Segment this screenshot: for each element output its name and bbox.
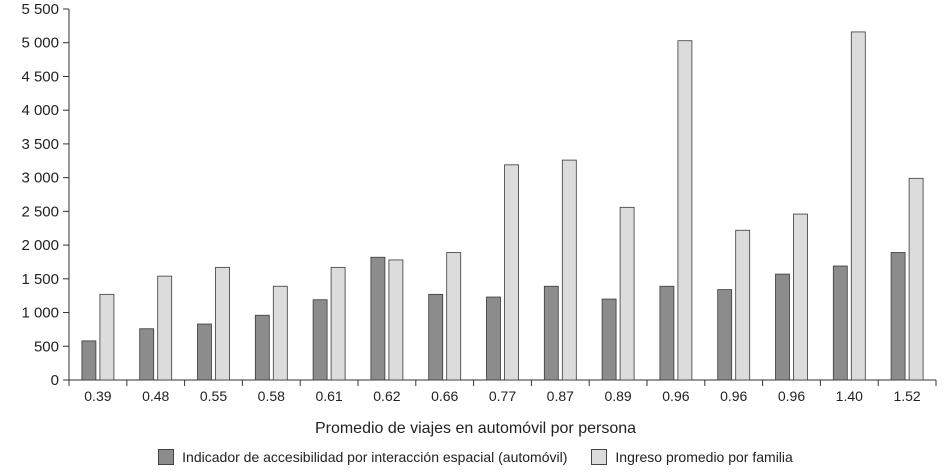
bar-accessibility <box>254 314 270 381</box>
bar-income <box>850 31 866 381</box>
bar-income <box>735 229 751 381</box>
bars <box>81 31 924 381</box>
bar-accessibility <box>717 289 733 381</box>
legend-label-income: Ingreso promedio por familia <box>615 449 793 465</box>
legend-swatch-income <box>591 449 608 465</box>
bar-accessibility <box>81 340 97 381</box>
y-axis: 0 500 1 000 1 500 2 000 2 500 3 000 3 500 4 000 4… <box>21 1 70 389</box>
bar-income <box>908 177 924 381</box>
x-tick-label: 0.48 <box>142 388 169 404</box>
y-tick-label: 4 000 <box>21 102 59 119</box>
legend: Indicador de accesibilidad por interacci… <box>0 449 951 465</box>
bar-income <box>793 213 808 381</box>
bar-income <box>446 252 462 381</box>
bar-accessibility <box>197 323 212 381</box>
x-tick-label: 1.40 <box>836 388 863 404</box>
legend-item-accessibility: Indicador de accesibilidad por interacci… <box>158 449 567 465</box>
legend-item-income: Ingreso promedio por familia <box>591 449 793 465</box>
bar-income <box>504 164 519 381</box>
x-tick-label: 0.58 <box>258 388 285 404</box>
x-tick-label: 0.96 <box>720 388 747 404</box>
y-tick-label: 500 <box>34 338 59 355</box>
x-tick-label: 0.77 <box>489 388 516 404</box>
bar-income <box>561 159 577 381</box>
x-tick-label: 0.39 <box>84 388 111 404</box>
bar-accessibility <box>370 256 386 381</box>
bar-income <box>677 40 693 381</box>
y-tick-label: 3 500 <box>21 136 59 153</box>
y-tick-label: 5 500 <box>21 1 59 18</box>
bar-accessibility <box>543 285 559 381</box>
bar-income <box>330 266 346 381</box>
legend-label-accessibility: Indicador de accesibilidad por interacci… <box>182 449 568 465</box>
bar-income <box>99 293 115 381</box>
x-tick-label: 0.89 <box>604 388 631 404</box>
bar-income <box>272 285 288 381</box>
legend-swatch-accessibility <box>158 449 175 465</box>
bar-accessibility <box>139 328 155 381</box>
x-tick-label: 0.66 <box>431 388 458 404</box>
bar-accessibility <box>659 285 675 381</box>
bar-accessibility <box>428 293 444 381</box>
x-tick-label: 1.52 <box>893 388 920 404</box>
y-tick-label: 1 000 <box>21 305 59 322</box>
y-tick-label: 0 <box>51 372 59 389</box>
bar-income <box>388 259 404 381</box>
x-tick-label: 0.96 <box>662 388 689 404</box>
x-tick-label: 0.55 <box>200 388 227 404</box>
y-tick-label: 2 500 <box>21 203 59 220</box>
bar-income <box>157 275 173 381</box>
x-tick-label: 0.96 <box>778 388 805 404</box>
x-tick-label: 0.61 <box>315 388 342 404</box>
bar-accessibility <box>312 299 328 381</box>
y-tick-label: 3 000 <box>21 170 59 187</box>
bar-accessibility <box>890 252 906 381</box>
x-tick-label: 0.87 <box>547 388 574 404</box>
bar-accessibility <box>486 296 501 381</box>
x-axis-title: Promedio de viajes en automóvil por pers… <box>314 420 637 437</box>
y-tick-label: 5 000 <box>21 35 59 52</box>
bar-accessibility <box>775 273 790 381</box>
bar-income <box>619 206 635 381</box>
bar-accessibility <box>601 298 617 381</box>
bar-income <box>215 266 230 381</box>
x-tick-label: 0.62 <box>373 388 400 404</box>
bar-accessibility <box>832 265 848 381</box>
x-axis: 0.39 0.48 0.55 0.58 0.61 0.62 0.66 0.77 0.87 0.89… <box>68 379 937 404</box>
y-tick-label: 1 500 <box>21 271 59 288</box>
y-tick-label: 4 500 <box>21 68 59 85</box>
y-tick-label: 2 000 <box>21 237 59 254</box>
